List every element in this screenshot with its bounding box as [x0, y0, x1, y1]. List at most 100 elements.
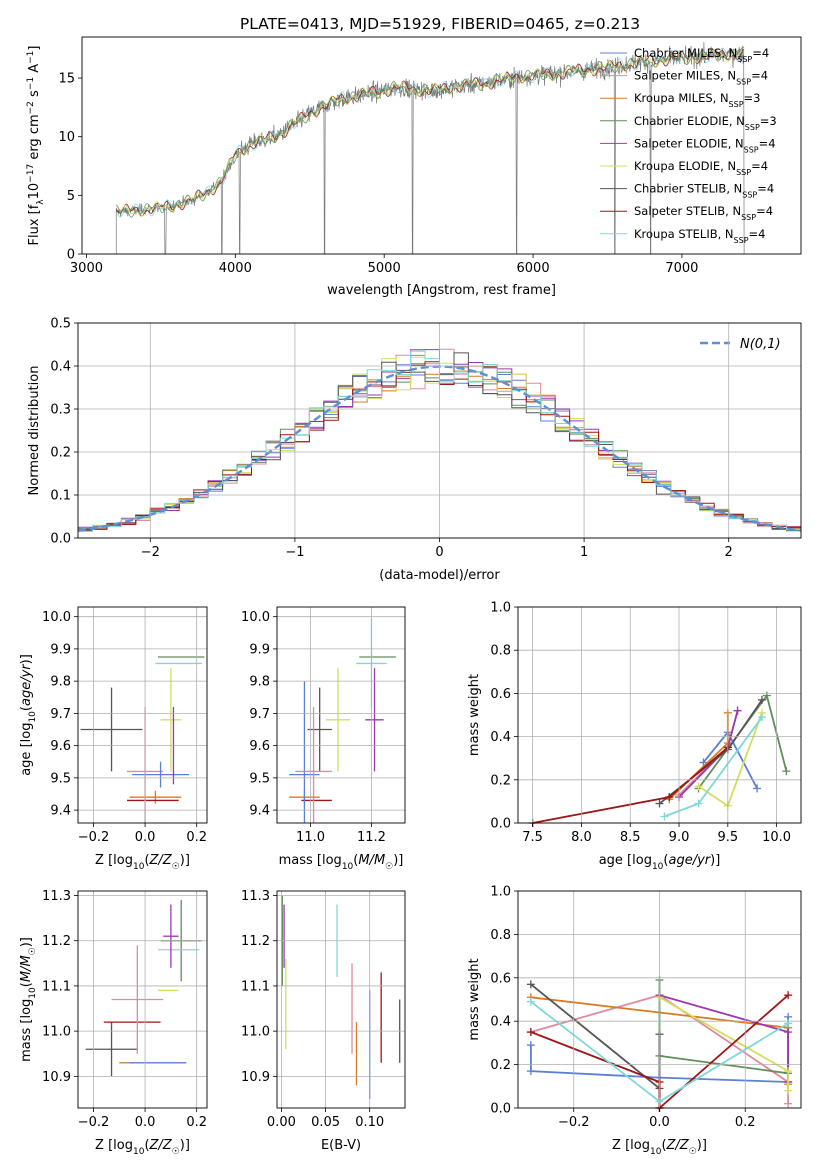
x-tick-label: 3000: [70, 261, 103, 276]
model-spectrum: [116, 48, 745, 217]
x-tick-label: 1: [580, 545, 588, 560]
legend-suffix: =3: [744, 91, 761, 105]
age_vs_mass-plot: mass [log10(M/M☉)]: [279, 618, 404, 872]
y-tick-label: 0.1: [50, 489, 71, 504]
model-spectrum: [115, 46, 745, 218]
age_vs_Z-plot: Z [log10(Z/Z☉)]age [log10(age/yr)]: [19, 654, 205, 872]
y-tick-label: 11.1: [241, 979, 270, 994]
y-tick-label: 0.4: [50, 360, 71, 375]
legend-label: Kroupa STELIB, N: [634, 227, 734, 241]
errorbars: [80, 656, 205, 823]
residuals-x-label-part: (data-model)/error: [379, 568, 500, 583]
massweight_vs_Z-x-label: Z [log10(Z/Z☉)]: [612, 1138, 707, 1157]
y-tick-label: 9.6: [249, 739, 270, 754]
legend-sub: SSP: [741, 213, 756, 222]
y-tick-label: 10: [58, 130, 75, 145]
mass_vs_Z-y-label-part: (: [19, 982, 34, 987]
legend-sub: SSP: [736, 168, 751, 177]
legend-label: Kroupa ELODIE, N: [634, 159, 736, 173]
y-tick-label: 10.9: [42, 1070, 71, 1085]
y-tick-label: 9.8: [249, 675, 270, 690]
model-spectrum: [115, 47, 745, 218]
legend-sub: SSP: [742, 190, 757, 199]
legend-sub: SSP: [744, 145, 759, 154]
y-tick-label: 0.6: [490, 687, 511, 702]
mass_vs_Z-x-label: Z [log10(Z/Z☉)]: [95, 1138, 190, 1157]
x-tick-label: 10.0: [762, 830, 791, 845]
age_vs_Z-y-label-part: )]: [19, 654, 34, 664]
massweight_vs_Z-y-label: mass weight: [467, 958, 482, 1040]
residuals-axes: −2 −1 0 1 2 0.0 0.1 0.2 0.3 0.4 0.5: [50, 317, 802, 560]
mass_vs_Z-x-label-part: )]: [180, 1138, 190, 1153]
spectrum-plot: wavelength [Angstrom, rest frame] Flux [f…: [26, 41, 777, 298]
spectrum-y-label-part: 10: [27, 183, 42, 200]
legend-label: Kroupa MILES, N: [634, 91, 729, 105]
legend-suffix: =4: [751, 69, 768, 83]
legend-suffix: =4: [757, 182, 774, 196]
y-tick-label: 11.3: [241, 889, 270, 904]
age_vs_Z-y-label: age [log10(age/yr)]: [19, 654, 38, 776]
y-tick-label: 0.2: [50, 446, 71, 461]
residuals-y-label-part: Normed distribution: [27, 366, 42, 496]
spectrum-y-label-part: −1: [26, 51, 36, 64]
x-tick-label: 9.0: [669, 830, 690, 845]
y-tick-label: 11.1: [42, 979, 71, 994]
spectrum-y-label-part: −1: [26, 77, 36, 90]
x-tick-label: 0.0: [135, 830, 156, 845]
mass_vs_ebv-x-label: E(B-V): [321, 1138, 361, 1153]
mass-weight-line: [697, 693, 788, 789]
x-tick-label: 0.2: [735, 1115, 756, 1130]
y-tick-label: 0.2: [490, 773, 511, 788]
massweight_vs_age-y-label-part: mass weight: [467, 674, 482, 756]
x-tick-label: 9.5: [717, 830, 738, 845]
y-tick-label: 9.7: [50, 707, 71, 722]
legend-suffix: =4: [759, 136, 776, 150]
legend-sub: SSP: [745, 122, 760, 131]
legend-label: Salpeter STELIB, N: [634, 204, 741, 218]
x-tick-label: 0.10: [355, 1115, 384, 1130]
y-tick-label: 15: [58, 72, 75, 87]
age_vs_Z-x-label: Z [log10(Z/Z☉)]: [95, 853, 190, 872]
massweight_vs_age-x-label: age [log10(age/yr)]: [599, 853, 721, 872]
age_vs_Z-y-label-part: age [log: [19, 723, 34, 776]
y-tick-label: 9.6: [50, 739, 71, 754]
age_vs_mass-x-label-part: )]: [393, 853, 403, 868]
age_vs_mass-x-label-part: 10: [342, 862, 354, 872]
age_vs_Z-x-label-part: 10: [133, 862, 145, 872]
legend-suffix: =4: [751, 159, 768, 173]
x-tick-label: −1: [285, 545, 304, 560]
age_vs_mass-x-label-part: mass [log: [279, 853, 342, 868]
spectrum-y-label-part: erg cm: [27, 114, 42, 163]
figure-title: PLATE=0413, MJD=51929, FIBERID=0465, z=0…: [240, 15, 640, 33]
age_vs_Z-x-label-part: Z/Z: [149, 853, 173, 868]
spectrum-axes: 3000 4000 5000 6000 7000 0 5 10 15: [58, 36, 802, 276]
legend-suffix: =4: [752, 46, 769, 60]
mass_vs_Z-y-label-part: ☉: [28, 947, 38, 955]
massweight_vs_age-x-label-part: age [log: [599, 853, 652, 868]
age_vs_mass-x-label: mass [log10(M/M☉)]: [279, 853, 404, 872]
spectrum-lines: [115, 41, 745, 254]
legend-sub: SSP: [737, 55, 752, 64]
x-tick-label: 4000: [219, 261, 252, 276]
mass_vs_Z-y-label-part: mass [log: [19, 999, 34, 1062]
y-tick-label: 0.0: [50, 532, 71, 547]
age_vs_Z-y-label-part: (: [19, 706, 34, 711]
gaussian-legend-label: N(0,1): [740, 337, 781, 352]
x-tick-label: 0.0: [135, 1115, 156, 1130]
mass_vs_Z-frame: [77, 890, 208, 1109]
legend-label: Chabrier MILES, N: [634, 46, 737, 60]
spectrum-x-label-part: wavelength [Angstrom, rest frame]: [327, 283, 556, 298]
x-tick-label: 0.2: [186, 1115, 207, 1130]
massweight_vs_Z-frame: [517, 890, 802, 1109]
y-tick-label: 1.0: [490, 885, 511, 900]
y-tick-label: 1.0: [490, 601, 511, 616]
x-tick-label: −0.2: [558, 1115, 590, 1130]
age_vs_Z-y-label-part: age/yr: [19, 663, 34, 706]
mass_vs_Z-x-label-part: Z/Z: [149, 1138, 173, 1153]
legend-label: Salpeter MILES, N: [634, 69, 736, 83]
mass_vs_Z-x-label-part: ☉: [172, 1147, 180, 1157]
x-tick-label: −0.2: [78, 1115, 110, 1130]
mass_vs_Z-y-label-part: 10: [28, 987, 38, 999]
y-tick-label: 10.0: [241, 610, 270, 625]
